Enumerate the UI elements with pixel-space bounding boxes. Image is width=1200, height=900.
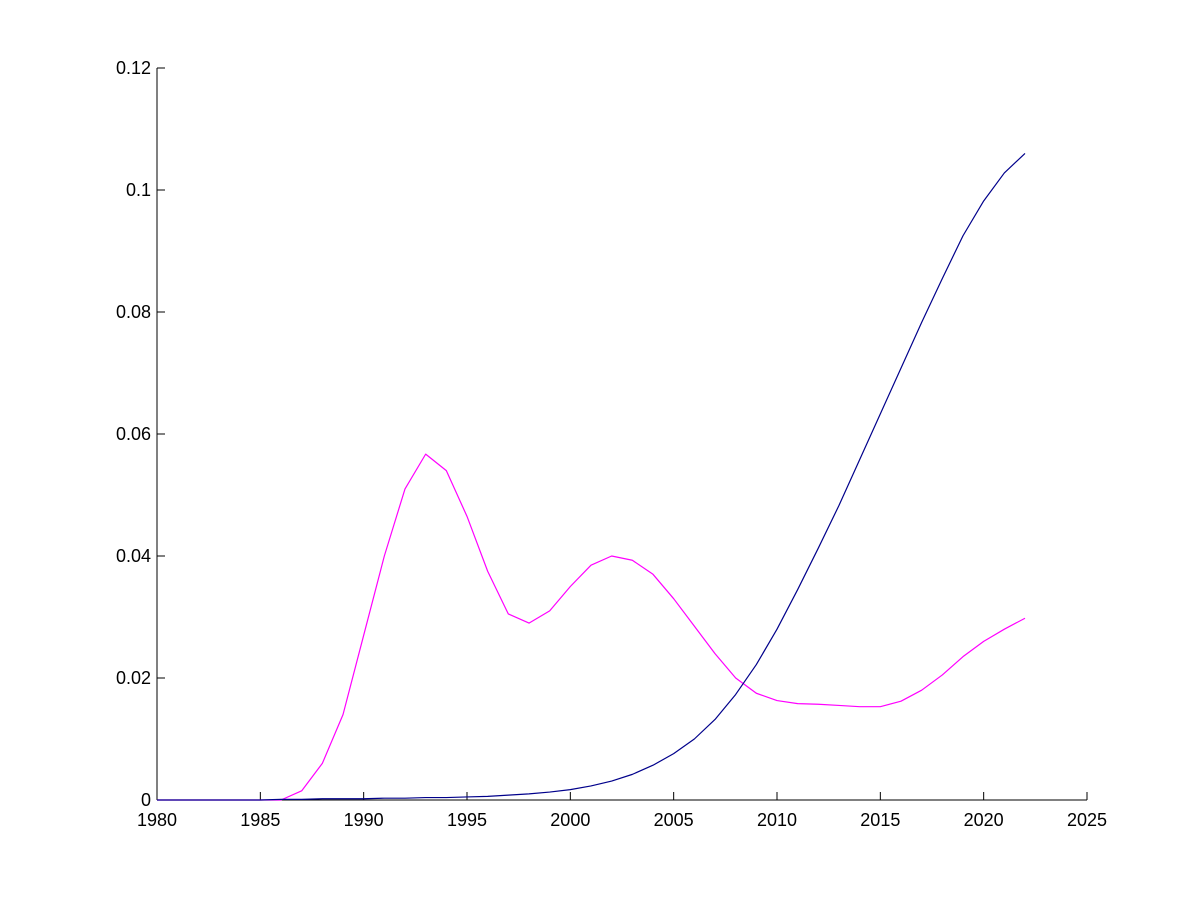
x-tick-label: 2005 — [654, 810, 694, 830]
y-tick-label: 0.02 — [116, 668, 151, 688]
x-tick-label: 1995 — [447, 810, 487, 830]
y-axis-ticks: 0 0.02 0.04 0.06 0.08 0.1 0.12 — [116, 58, 165, 810]
x-tick-label: 2000 — [550, 810, 590, 830]
x-tick-label: 2025 — [1067, 810, 1107, 830]
x-tick-label: 2010 — [757, 810, 797, 830]
chart-axes — [156, 68, 1087, 801]
x-tick-label: 1985 — [240, 810, 280, 830]
x-axis-ticks: 1980 1985 1990 1995 2000 2005 2010 2015 2020 2025 — [137, 792, 1107, 830]
x-tick-label: 2020 — [964, 810, 1004, 830]
y-tick-label: 0.1 — [126, 180, 151, 200]
y-tick-label: 0.08 — [116, 302, 151, 322]
series-line-1 — [157, 453, 1026, 801]
x-tick-label: 1990 — [344, 810, 384, 830]
y-tick-label: 0.04 — [116, 546, 151, 566]
y-tick-label: 0 — [141, 790, 151, 810]
series-line-2 — [157, 152, 1026, 801]
chart-series — [157, 152, 1026, 801]
y-tick-label: 0.06 — [116, 424, 151, 444]
x-tick-label: 2015 — [860, 810, 900, 830]
y-tick-label: 0.12 — [116, 58, 151, 78]
x-tick-label: 1980 — [137, 810, 177, 830]
